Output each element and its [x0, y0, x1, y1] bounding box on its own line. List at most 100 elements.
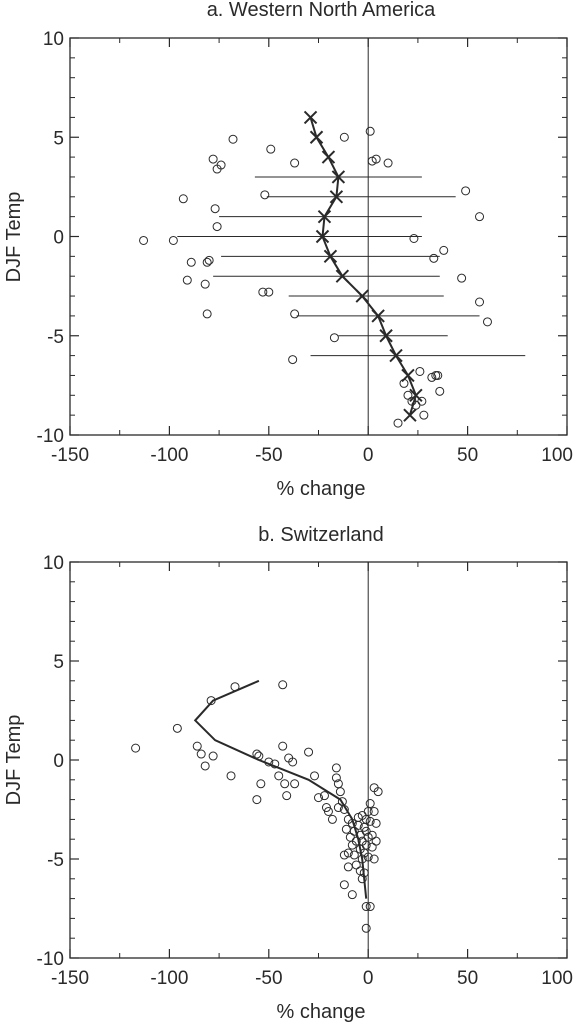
data-point: [409, 233, 419, 243]
data-point: [339, 850, 349, 860]
data-point: [343, 862, 353, 872]
data-point: [288, 355, 298, 365]
y-tick-label: 0: [53, 228, 64, 249]
profile-line: [309, 117, 417, 416]
data-point: [212, 222, 222, 232]
data-point: [290, 309, 300, 319]
data-point: [349, 850, 359, 860]
data-point: [365, 816, 375, 826]
data-point: [417, 396, 427, 406]
data-point: [304, 747, 314, 757]
panel-a-points: [139, 126, 492, 428]
profile-marker-x: [355, 289, 369, 303]
data-point: [429, 253, 439, 263]
profile-marker-x: [309, 130, 324, 144]
panel-switzerland: b. Switzerland DJF Temp % change -150 -10…: [3, 524, 573, 1023]
data-point: [371, 836, 381, 846]
profile-line: [193, 679, 368, 899]
data-point: [278, 741, 288, 751]
profile-marker-x: [323, 249, 338, 264]
profile-marker-x: [303, 110, 318, 125]
data-point: [327, 814, 337, 824]
data-point: [335, 787, 345, 797]
x-tick-label: 50: [457, 445, 478, 466]
data-point: [482, 317, 492, 327]
data-point: [433, 370, 443, 380]
data-point: [310, 771, 320, 781]
data-point: [256, 779, 266, 789]
profile-marker-x: [321, 150, 336, 164]
panel-a-title: a. Western North America: [207, 0, 436, 21]
data-point: [415, 366, 425, 376]
x-tick-label: 50: [457, 968, 478, 989]
data-point: [282, 791, 292, 801]
x-tick-label: 100: [541, 968, 573, 989]
profile-marker-x: [317, 209, 332, 224]
data-point: [200, 279, 210, 289]
data-point: [403, 390, 413, 400]
data-point: [347, 890, 357, 900]
data-point: [331, 763, 341, 773]
panel-b-x-axis-label: % change: [277, 1001, 366, 1023]
data-point: [475, 212, 485, 222]
data-point: [435, 386, 445, 396]
profile-marker-x: [379, 329, 393, 343]
data-point: [210, 204, 220, 214]
data-point: [200, 761, 210, 771]
profile-marker-x: [315, 229, 330, 244]
data-point: [139, 235, 149, 245]
profile-marker-x: [329, 190, 344, 204]
panel-b-y-axis-label: DJF Temp: [3, 715, 25, 806]
profile-marker-x: [409, 388, 423, 403]
data-point: [319, 791, 329, 801]
x-tick-label: -50: [255, 968, 282, 989]
data-point: [278, 680, 288, 690]
data-point: [371, 154, 381, 164]
data-point: [373, 787, 383, 797]
x-tick-label: -100: [150, 968, 188, 989]
x-tick-label: 0: [363, 445, 374, 466]
data-point: [186, 257, 196, 267]
data-point: [172, 723, 182, 733]
y-tick-label: 0: [53, 751, 64, 772]
data-point: [339, 132, 349, 142]
data-point: [274, 771, 284, 781]
data-point: [393, 418, 403, 428]
y-tick-label: -10: [37, 949, 64, 970]
panel-a-x-axis-label: % change: [277, 478, 366, 500]
data-point: [329, 333, 339, 343]
data-point: [333, 803, 343, 813]
y-tick-label: -10: [37, 426, 64, 447]
data-point: [131, 743, 141, 753]
data-point: [461, 186, 471, 196]
profile-marker-x: [335, 269, 350, 283]
panel-a-y-axis-label: DJF Temp: [3, 192, 25, 283]
x-tick-label: 100: [541, 445, 573, 466]
data-point: [266, 144, 276, 154]
data-point: [202, 309, 212, 319]
data-point: [331, 773, 341, 783]
panel-b-profile: [193, 679, 368, 899]
data-point: [365, 799, 375, 809]
data-point: [363, 852, 373, 862]
y-tick-label: 10: [43, 29, 64, 50]
data-point: [178, 194, 188, 204]
data-point: [280, 779, 290, 789]
data-point: [182, 275, 192, 285]
data-point: [208, 751, 218, 761]
y-tick-label: 5: [53, 128, 64, 149]
y-tick-label: -5: [47, 327, 64, 348]
data-point: [202, 257, 212, 267]
data-point: [323, 806, 333, 816]
data-point: [339, 880, 349, 890]
data-point: [252, 795, 262, 805]
data-point: [226, 771, 236, 781]
data-point: [457, 273, 467, 283]
x-tick-label: -50: [255, 445, 282, 466]
data-point: [365, 126, 375, 136]
data-point: [365, 902, 375, 912]
y-tick-label: 5: [53, 652, 64, 673]
panel-b-title: b. Switzerland: [258, 524, 384, 546]
data-point: [168, 235, 178, 245]
